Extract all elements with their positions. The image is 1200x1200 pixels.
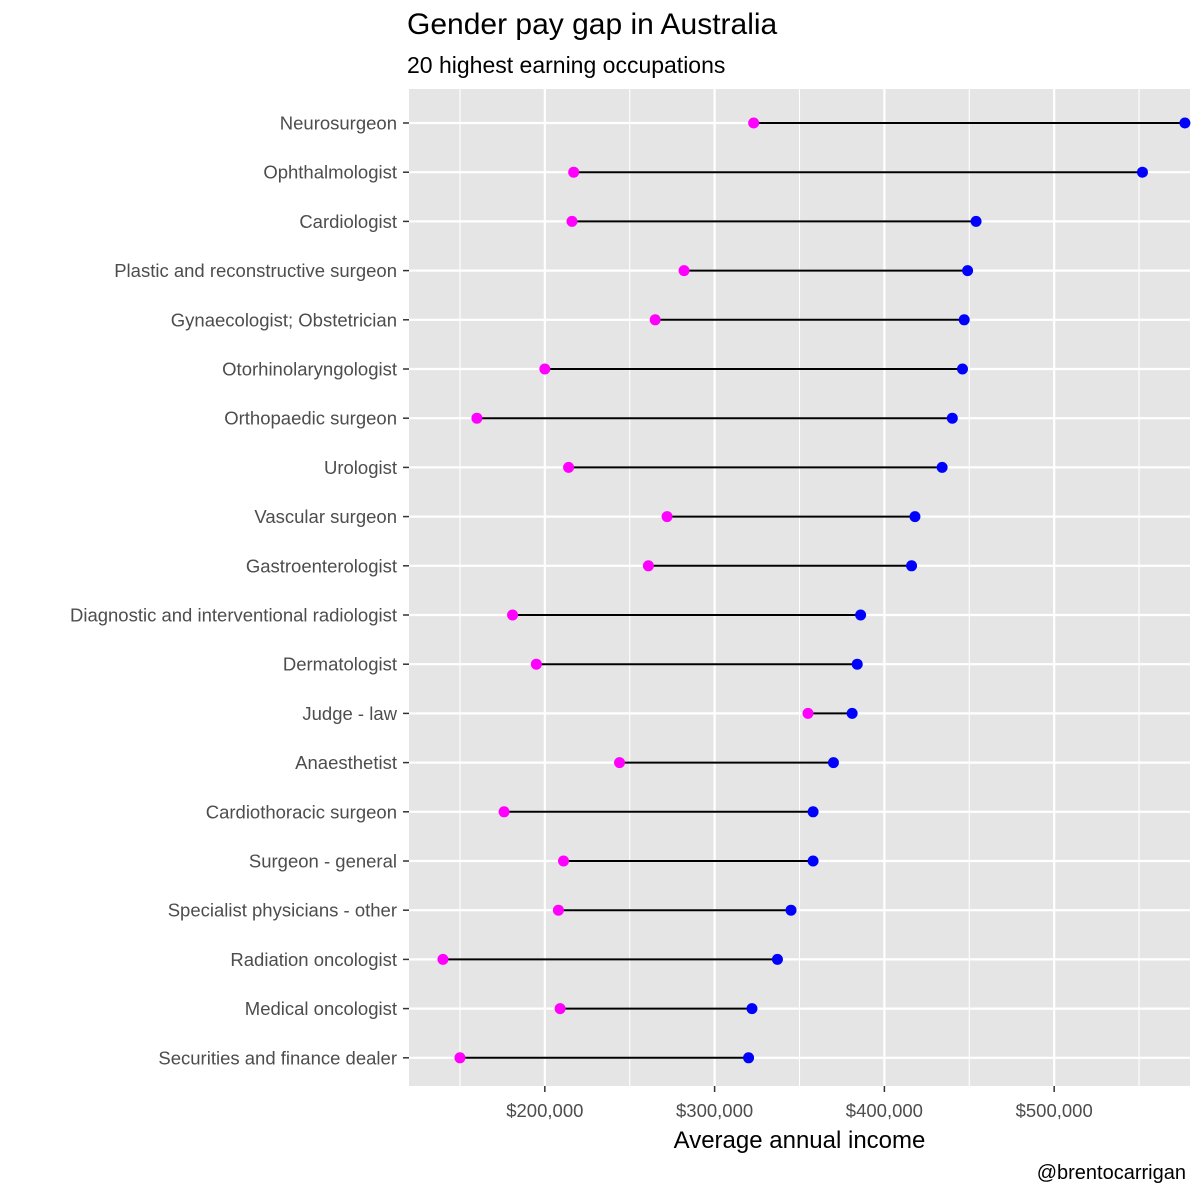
- x-axis-title: Average annual income: [674, 1127, 926, 1154]
- male-point: [909, 511, 921, 523]
- y-axis-labels: Neurosurgeon Ophthalmologist Cardiologist P…: [70, 113, 398, 1069]
- y-tick-label: Gynaecologist; Obstetrician: [171, 309, 397, 330]
- female-point: [498, 806, 510, 818]
- female-point: [471, 412, 483, 424]
- female-point: [802, 707, 814, 719]
- male-point: [771, 953, 783, 965]
- male-point: [1179, 117, 1191, 129]
- male-point: [906, 560, 918, 572]
- y-tick-label: Vascular surgeon: [254, 506, 397, 527]
- y-tick-label: Cardiologist: [299, 211, 397, 232]
- female-point: [568, 166, 580, 178]
- female-point: [437, 953, 449, 965]
- x-tick-label: $500,000: [1016, 1100, 1093, 1121]
- female-point: [563, 461, 575, 473]
- male-point: [746, 1003, 758, 1015]
- y-tick-label: Surgeon - general: [249, 851, 397, 872]
- female-point: [566, 215, 578, 227]
- male-point: [962, 265, 974, 277]
- y-tick-label: Anaesthetist: [295, 752, 397, 773]
- y-tick-label: Judge - law: [302, 703, 397, 724]
- y-tick-label: Gastroenterologist: [246, 555, 397, 576]
- female-point: [748, 117, 760, 129]
- female-point: [554, 1003, 566, 1015]
- male-point: [743, 1052, 755, 1064]
- male-point: [807, 855, 819, 867]
- credit-text: @brentocarrigan: [1036, 1162, 1186, 1184]
- male-point: [846, 707, 858, 719]
- y-tick-label: Medical oncologist: [245, 998, 397, 1019]
- x-axis-labels: $200,000 $300,000 $400,000 $500,000: [506, 1100, 1093, 1121]
- x-tick-label: $400,000: [846, 1100, 923, 1121]
- female-point: [552, 904, 564, 916]
- female-point: [649, 314, 661, 326]
- male-point: [851, 658, 863, 670]
- axis-ticks: [403, 122, 1055, 1092]
- chart-subtitle: 20 highest earning occupations: [407, 52, 726, 78]
- y-tick-label: Diagnostic and interventional radiologis…: [70, 605, 397, 626]
- y-tick-label: Neurosurgeon: [280, 113, 397, 134]
- y-tick-label: Plastic and reconstructive surgeon: [114, 260, 397, 281]
- x-tick-label: $200,000: [506, 1100, 583, 1121]
- male-point: [785, 904, 797, 916]
- y-tick-label: Specialist physicians - other: [168, 900, 397, 921]
- y-tick-label: Dermatologist: [283, 654, 397, 675]
- y-tick-label: Orthopaedic surgeon: [224, 408, 397, 429]
- male-point: [827, 757, 839, 769]
- male-point: [958, 314, 970, 326]
- male-point: [946, 412, 958, 424]
- female-point: [530, 658, 542, 670]
- x-tick-label: $300,000: [676, 1100, 753, 1121]
- female-point: [614, 757, 626, 769]
- female-point: [507, 609, 519, 621]
- data-marks: [437, 117, 1191, 1064]
- male-point: [1136, 166, 1148, 178]
- y-tick-label: Urologist: [324, 457, 397, 478]
- y-tick-label: Cardiothoracic surgeon: [206, 801, 397, 822]
- male-point: [936, 461, 948, 473]
- male-point: [807, 806, 819, 818]
- y-tick-label: Otorhinolaryngologist: [222, 359, 397, 380]
- y-tick-label: Radiation oncologist: [230, 949, 397, 970]
- y-tick-label: Ophthalmologist: [263, 162, 397, 183]
- female-point: [661, 511, 673, 523]
- female-point: [642, 560, 654, 572]
- male-point: [970, 215, 982, 227]
- male-point: [855, 609, 867, 621]
- chart-title: Gender pay gap in Australia: [407, 8, 778, 41]
- female-point: [539, 363, 551, 375]
- y-tick-label: Securities and finance dealer: [158, 1047, 397, 1068]
- female-point: [454, 1052, 466, 1064]
- female-point: [678, 265, 690, 277]
- male-point: [956, 363, 968, 375]
- female-point: [558, 855, 570, 867]
